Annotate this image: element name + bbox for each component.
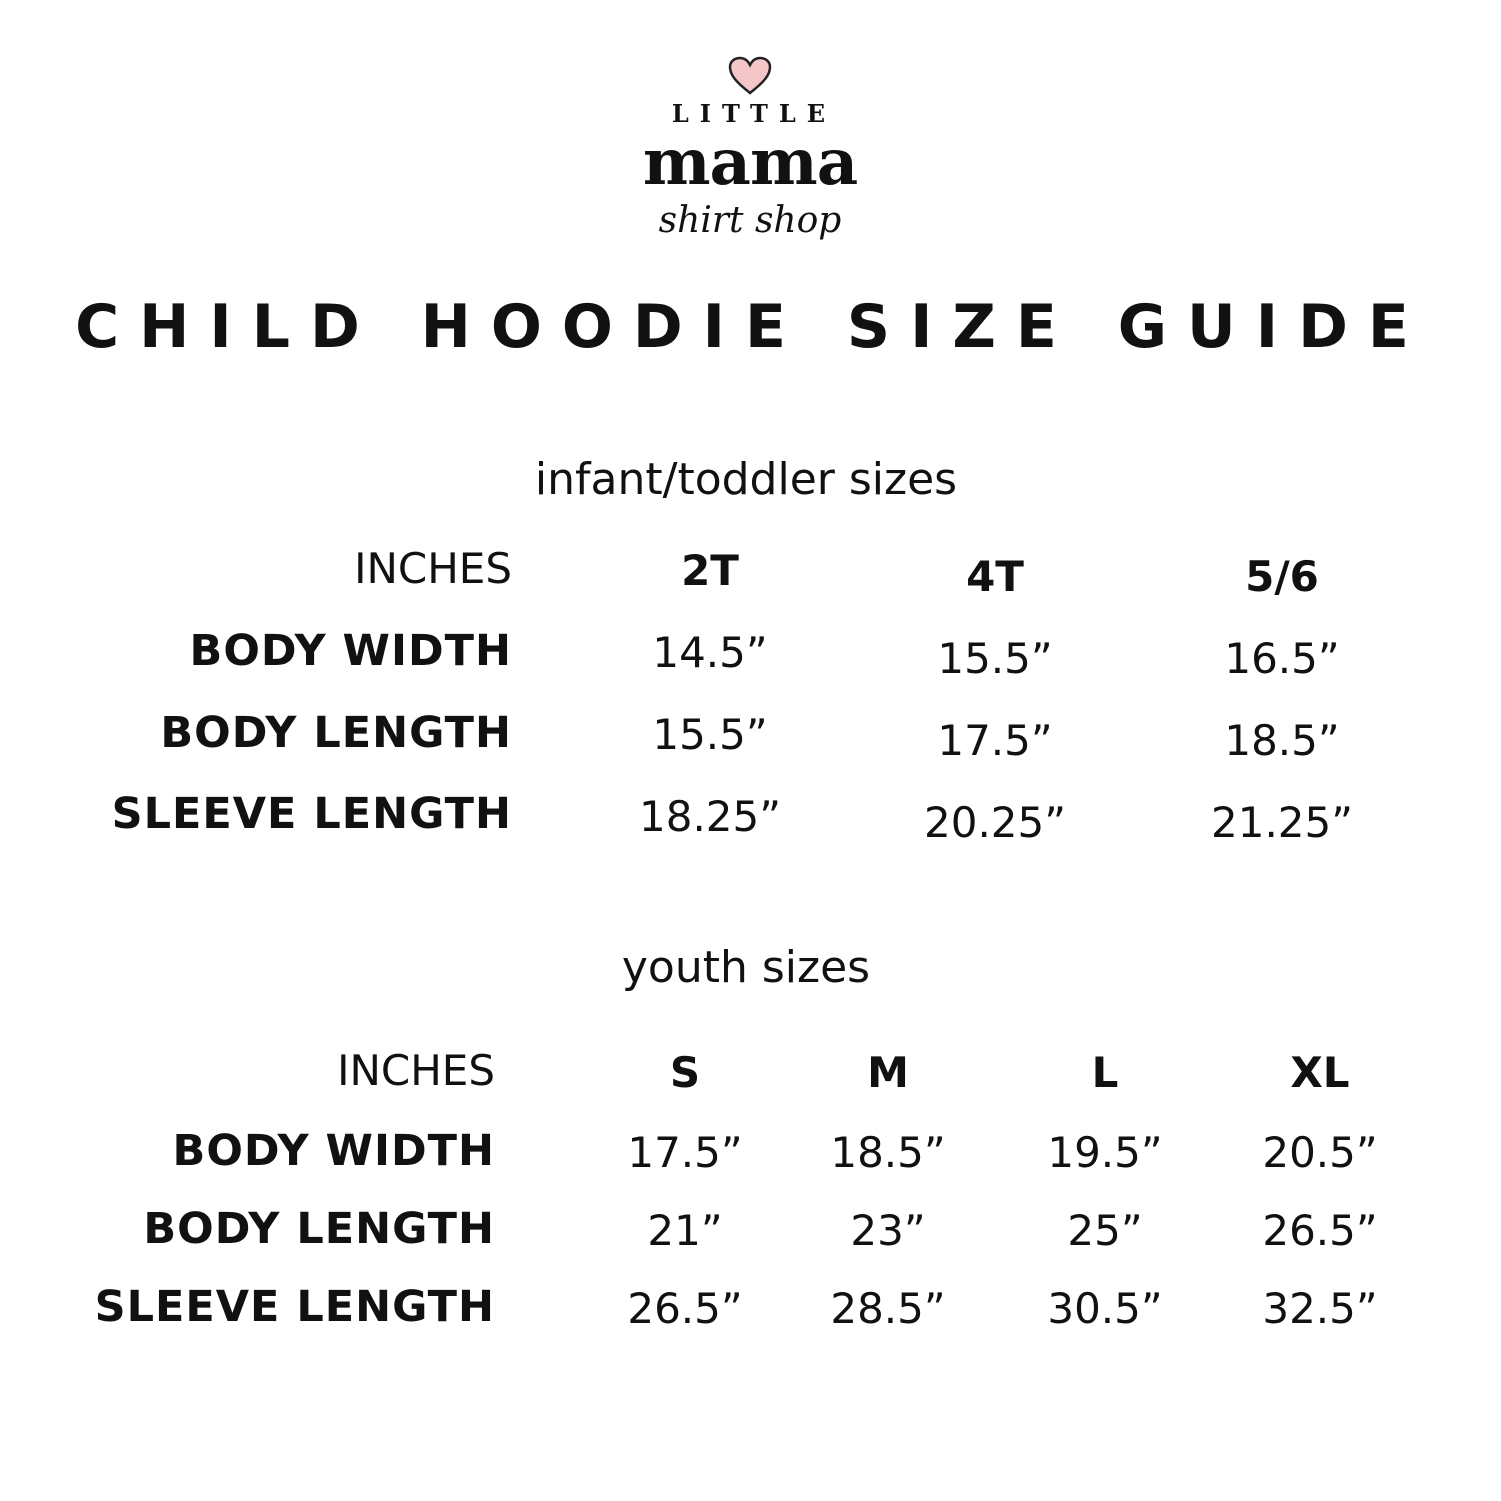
table-cell: 16.5” <box>1224 634 1340 683</box>
youth-size-header: S <box>669 1048 701 1097</box>
table-cell: 23” <box>850 1206 926 1255</box>
table-cell: 18.5” <box>1224 716 1340 765</box>
table-cell: 18.25” <box>639 792 781 841</box>
youth-size-header: M <box>867 1048 909 1097</box>
row-label: BODY LENGTH <box>160 708 512 758</box>
table-cell: 30.5” <box>1047 1284 1163 1333</box>
table-cell: 17.5” <box>937 716 1053 765</box>
infant-unit-label: INCHES <box>354 544 512 593</box>
logo-mama: mama <box>642 125 858 200</box>
table-cell: 25” <box>1067 1206 1143 1255</box>
table-cell: 21.25” <box>1211 798 1353 847</box>
table-cell: 26.5” <box>1262 1206 1378 1255</box>
table-cell: 21” <box>647 1206 723 1255</box>
page-title: CHILD HOODIE SIZE GUIDE <box>75 292 1429 362</box>
table-cell: 15.5” <box>652 710 768 759</box>
table-cell: 17.5” <box>627 1128 743 1177</box>
table-cell: 19.5” <box>1047 1128 1163 1177</box>
heart-icon <box>728 56 772 95</box>
table-cell: 15.5” <box>937 634 1053 683</box>
youth-size-header: XL <box>1290 1048 1350 1097</box>
row-label: SLEEVE LENGTH <box>111 789 512 839</box>
table-cell: 28.5” <box>830 1284 946 1333</box>
row-label: SLEEVE LENGTH <box>94 1282 495 1332</box>
table-cell: 18.5” <box>830 1128 946 1177</box>
table-cell: 26.5” <box>627 1284 743 1333</box>
row-label: BODY LENGTH <box>143 1204 495 1254</box>
youth-unit-label: INCHES <box>337 1046 495 1095</box>
table-cell: 20.5” <box>1262 1128 1378 1177</box>
youth-size-header: L <box>1091 1048 1119 1097</box>
infant-size-header: 5/6 <box>1245 552 1319 601</box>
brand-logo: LITTLE mama shirt shop <box>600 50 900 250</box>
logo-script: shirt shop <box>658 200 842 241</box>
table-cell: 32.5” <box>1262 1284 1378 1333</box>
infant-subtitle: infant/toddler sizes <box>534 454 958 505</box>
infant-size-header: 2T <box>681 546 739 595</box>
youth-subtitle: youth sizes <box>621 942 871 993</box>
table-cell: 14.5” <box>652 628 768 677</box>
table-cell: 20.25” <box>924 798 1066 847</box>
row-label: BODY WIDTH <box>172 1126 495 1176</box>
logo-little: LITTLE <box>671 99 837 128</box>
infant-size-header: 4T <box>966 552 1024 601</box>
row-label: BODY WIDTH <box>189 626 512 676</box>
